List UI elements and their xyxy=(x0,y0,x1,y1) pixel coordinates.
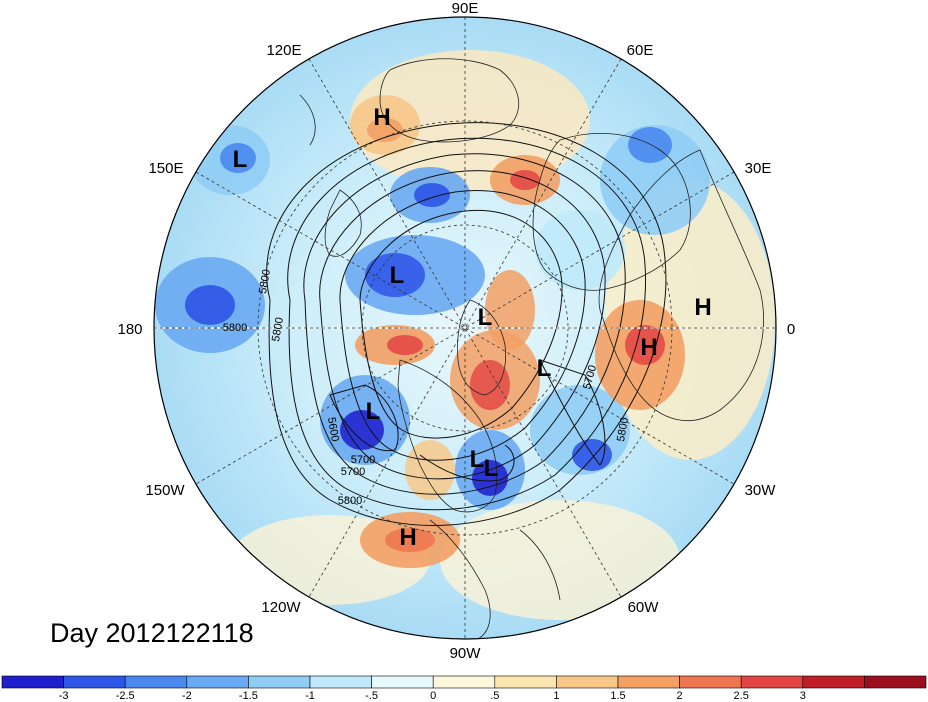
colorbar-swatch xyxy=(494,675,557,689)
pressure-centers: L H L H L L H L L L L H xyxy=(233,104,712,551)
colorbar-tick-label: .5 xyxy=(490,690,499,702)
colorbar-tick-label: -3 xyxy=(59,690,69,702)
contour-label: 5800 xyxy=(270,316,286,342)
colorbar-swatch xyxy=(248,675,311,689)
colorbar-tick-label: -.5 xyxy=(365,690,378,702)
high-pressure-marker: H xyxy=(694,294,711,321)
colorbar-swatch xyxy=(617,675,680,689)
contour-labels: 5800 5800 5800 5700 5800 5700 5600 5700 … xyxy=(223,268,631,507)
low-pressure-marker: L xyxy=(484,455,499,482)
lon-label-150w: 150W xyxy=(145,482,185,499)
lon-label-60w: 60W xyxy=(628,599,660,616)
colorbar-swatch xyxy=(309,675,372,689)
high-pressure-marker: H xyxy=(373,104,390,131)
height-contours xyxy=(266,122,667,526)
colorbar-swatch xyxy=(1,675,64,689)
colorbar-swatch xyxy=(679,675,742,689)
colorbar-tick-label: 2.5 xyxy=(734,690,749,702)
graticule xyxy=(154,17,776,639)
colorbar: -3 -2.5 -2 -1.5 -1 -.5 0 .5 1 1.5 2 2.5 3 xyxy=(1,675,927,702)
colorbar-swatch xyxy=(124,675,188,689)
low-pressure-marker: L xyxy=(233,146,248,173)
contour-label: 5700 xyxy=(351,454,375,466)
colorbar-tick-label: 1.5 xyxy=(610,690,625,702)
contour-label: 5800 xyxy=(223,322,247,334)
colorbar-swatch xyxy=(864,675,927,689)
low-pressure-marker: L xyxy=(537,355,552,382)
colorbar-tick-label: -1 xyxy=(305,690,315,702)
colorbar-swatch xyxy=(371,675,434,689)
low-pressure-marker: L xyxy=(478,304,493,331)
colorbar-swatch xyxy=(740,675,804,689)
colorbar-tick-label: 0 xyxy=(430,690,436,702)
colorbar-swatch xyxy=(802,675,865,689)
map-boundary xyxy=(153,16,777,640)
contour-label: 5600 xyxy=(325,416,341,442)
contour-label: 5800 xyxy=(257,268,273,294)
colorbar-tick-label: -1.5 xyxy=(239,690,258,702)
lon-label-90e: 90E xyxy=(452,0,479,17)
date-title: Day 2012122118 xyxy=(50,618,254,648)
lon-label-60e: 60E xyxy=(627,42,654,59)
colorbar-tick-label: 1 xyxy=(553,690,559,702)
colorbar-swatch xyxy=(186,675,249,689)
high-pressure-marker: H xyxy=(640,334,657,361)
colorbar-tick-label: -2.5 xyxy=(116,690,135,702)
colorbar-swatch xyxy=(432,675,496,689)
longitude-labels: 90E 120E 60E 150E 30E 180 0 150W 30W 120… xyxy=(117,0,795,662)
lon-label-0: 0 xyxy=(787,321,795,338)
lon-label-150e: 150E xyxy=(148,160,183,177)
lon-label-180: 180 xyxy=(117,321,142,338)
lon-label-30e: 30E xyxy=(745,160,772,177)
colorbar-tick-label: -2 xyxy=(182,690,192,702)
contour-label: 5800 xyxy=(615,416,631,442)
low-pressure-marker: L xyxy=(390,262,405,289)
contour-label: 5700 xyxy=(341,466,365,478)
lon-label-90w: 90W xyxy=(450,645,482,662)
high-pressure-marker: H xyxy=(399,524,416,551)
colorbar-swatch xyxy=(556,675,619,689)
low-pressure-marker: L xyxy=(366,398,381,425)
lon-label-30w: 30W xyxy=(745,482,777,499)
lon-label-120e: 120E xyxy=(266,42,301,59)
colorbar-swatch xyxy=(63,675,126,689)
colorbar-tick-label: 3 xyxy=(800,690,806,702)
lon-label-120w: 120W xyxy=(261,599,301,616)
colorbar-tick-label: 2 xyxy=(677,690,683,702)
low-pressure-marker: L xyxy=(470,446,485,473)
contour-label: 5800 xyxy=(338,495,362,507)
